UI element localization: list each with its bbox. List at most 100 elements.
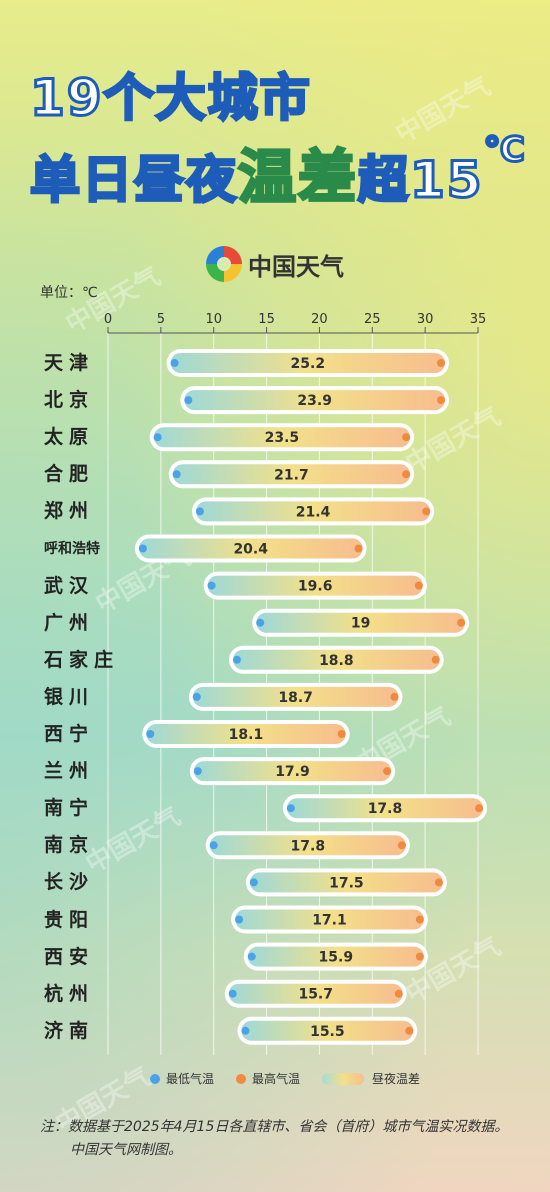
city-label: 太原 [44,426,95,449]
page-title-line2: 单日昼夜温差超15℃ [29,129,527,214]
tick-label: 30 [417,312,434,327]
blue-dot-icon [150,1073,160,1084]
tick-label: 5 [157,312,165,327]
diff-label: 15.7 [298,987,333,1003]
range-bar [184,390,446,411]
city-label: 石家庄 [44,648,120,671]
max-temp-point [415,915,424,924]
city-label: 南宁 [44,797,95,820]
diff-label: 23.5 [265,430,300,446]
min-temp-point [235,915,244,924]
min-temp-point [247,952,256,961]
max-temp-point [434,878,443,887]
diff-label: 21.4 [296,504,331,520]
min-temp-point [207,581,216,590]
city-label: 武汉 [44,574,95,597]
diff-label: 18.1 [229,727,264,743]
range-bar [193,761,392,782]
min-temp-point [256,618,265,627]
tick-label: 35 [470,312,487,327]
max-temp-point [422,507,431,516]
range-bar [146,724,346,744]
diff-label: 19 [351,616,370,632]
diff-label: 17.8 [291,838,326,854]
city-label: 呼和浩特 [44,540,100,557]
legend: 最低气温 最高气温 昼夜温差 [150,1070,442,1087]
max-temp-point [457,618,466,627]
unit-label: 单位：℃ [40,285,98,301]
range-bar [286,798,484,819]
diff-label: 23.9 [297,393,332,409]
tick-label: 0 [104,312,112,327]
min-temp-point [153,433,162,442]
min-temp-point [286,804,295,813]
min-temp-point [146,730,155,738]
diff-label: 18.7 [278,690,313,706]
range-bar [192,686,399,707]
max-temp-point [437,396,445,405]
legend-max-label: 最高气温 [252,1072,301,1086]
range-bar [138,538,363,559]
diff-label: 17.9 [275,764,310,780]
max-temp-point [475,804,484,813]
min-temp-point [172,470,181,479]
footnote: 注：数据基于2025年4月15日各直辖市、省会（首府）城市气温实况数据。 中国天… [40,1116,540,1162]
min-temp-point [170,359,179,367]
legend-max: 最高气温 [236,1070,300,1087]
city-label: 济南 [44,1019,95,1042]
max-temp-point [397,841,406,850]
city-label: 杭州 [44,982,95,1005]
diff-label: 17.1 [312,913,347,929]
range-bar [249,872,443,893]
diff-label: 15.9 [319,950,354,966]
tick-label: 15 [258,312,275,327]
brand-logo: 中国天气 [206,246,344,282]
diff-label: 17.5 [329,875,364,891]
footnote-line1: 注：数据基于2025年4月15日各直辖市、省会（首府）城市气温实况数据。 [40,1119,509,1135]
gradient-bar-icon [322,1072,365,1085]
page-title-line1: 19个大城市 [29,68,312,129]
diff-label: 18.8 [319,653,354,669]
diff-label: 19.6 [298,579,333,595]
legend-min: 最低气温 [150,1070,214,1087]
range-bar [209,835,406,856]
tick-label: 10 [205,312,222,327]
diff-label: 25.2 [291,356,326,372]
legend-min-label: 最低气温 [166,1072,215,1086]
min-temp-point [195,507,204,516]
min-temp-point [241,1026,250,1035]
city-label: 北京 [44,389,95,412]
max-temp-point [415,952,424,961]
max-temp-point [437,359,445,367]
range-bar [256,612,466,633]
city-label: 西宁 [44,723,95,745]
city-label: 天津 [44,352,95,374]
legend-diff: 昼夜温差 [322,1070,420,1087]
max-temp-point [394,989,403,998]
range-bar [170,353,445,373]
range-bar [228,983,403,1004]
legend-diff-label: 昼夜温差 [372,1072,421,1086]
city-label: 合肥 [44,463,95,486]
max-temp-point [383,767,392,776]
diff-label: 21.7 [274,467,309,483]
range-bar [207,575,423,596]
min-temp-point [192,692,201,701]
brand-name: 中国天气 [248,252,344,281]
city-label: 西安 [44,945,95,968]
diff-label: 15.5 [310,1024,345,1040]
diff-label: 17.8 [368,801,403,817]
range-bar [235,909,424,930]
city-label: 银川 [44,685,95,708]
pinwheel-logo-icon [206,246,242,282]
city-label: 长沙 [44,871,95,894]
range-bar [172,464,411,485]
min-temp-point [232,655,241,664]
city-label: 贵阳 [44,908,95,931]
orange-dot-icon [236,1073,247,1084]
tick-label: 20 [311,312,328,327]
min-temp-point [193,767,202,776]
min-temp-point [138,544,147,553]
max-temp-point [402,470,411,479]
title-part-a: 单日昼夜 [29,150,238,211]
